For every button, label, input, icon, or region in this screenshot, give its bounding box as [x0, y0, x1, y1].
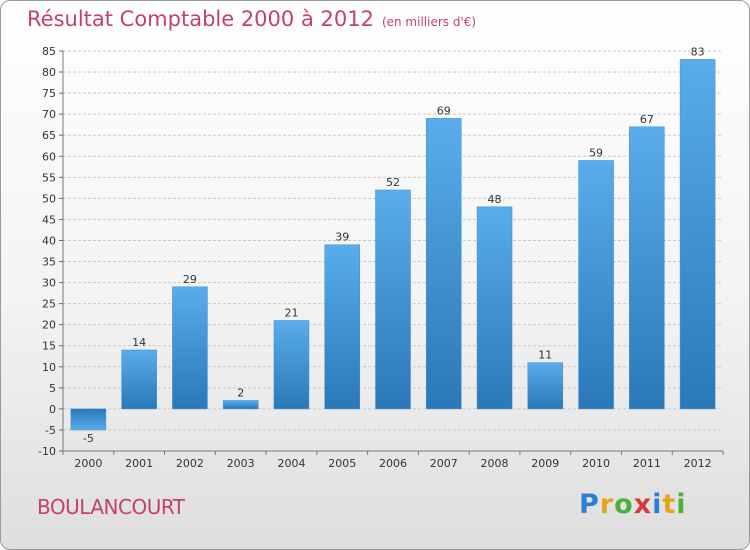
value-label-2000: -5 [83, 432, 94, 445]
bar-2002 [172, 286, 208, 410]
bar-2003 [222, 400, 259, 410]
bar-2007 [426, 118, 462, 410]
value-label-2011: 67 [640, 113, 654, 126]
value-label-2005: 39 [335, 231, 349, 244]
y-tick-label: 55 [42, 171, 56, 184]
y-tick-label: 70 [42, 108, 56, 121]
bar-2011 [629, 126, 665, 410]
x-tick-label: 2003 [227, 457, 255, 470]
x-tick-label: 2009 [531, 457, 559, 470]
value-label-2006: 52 [386, 176, 400, 189]
y-tick-label: 60 [42, 150, 56, 163]
y-tick-label: 20 [42, 319, 56, 332]
y-tick-label: 45 [42, 213, 56, 226]
y-tick-label: -5 [45, 424, 56, 437]
proxiti-logo: Proxiti [579, 489, 687, 520]
y-tick-label: 85 [42, 45, 56, 58]
value-label-2010: 59 [589, 146, 603, 159]
x-tick-label: 2010 [582, 457, 610, 470]
value-label-2008: 48 [488, 193, 502, 206]
y-tick-label: 30 [42, 277, 56, 290]
y-tick-label: 50 [42, 192, 56, 205]
y-tick-label: -10 [38, 445, 56, 458]
value-label-2007: 69 [437, 104, 451, 117]
y-tick-label: 65 [42, 129, 56, 142]
bar-2001 [121, 349, 157, 410]
value-label-2003: 2 [237, 386, 244, 399]
y-tick-label: 25 [42, 298, 56, 311]
y-tick-label: 80 [42, 66, 56, 79]
bar-2012 [679, 59, 716, 410]
x-tick-label: 2000 [74, 457, 102, 470]
x-tick-label: 2002 [176, 457, 204, 470]
x-tick-label: 2005 [328, 457, 356, 470]
x-tick-label: 2007 [430, 457, 458, 470]
y-tick-label: 5 [49, 382, 56, 395]
bar-2009 [527, 362, 564, 410]
x-tick-label: 2004 [277, 457, 305, 470]
bar-2008 [476, 206, 513, 410]
value-label-2004: 21 [284, 306, 298, 319]
bar-2004 [273, 320, 310, 410]
chart-title: Résultat Comptable 2000 à 2012 (en millie… [27, 7, 477, 31]
y-tick-label: 35 [42, 256, 56, 269]
value-label-2002: 29 [183, 273, 197, 286]
bar-2010 [578, 160, 614, 410]
x-tick-label: 2006 [379, 457, 407, 470]
bar-2006 [375, 189, 411, 410]
value-label-2009: 11 [538, 349, 552, 362]
y-tick-label: 40 [42, 234, 56, 247]
y-tick-label: 10 [42, 361, 56, 374]
commune-name: BOULANCOURT [37, 495, 185, 519]
bar-2005 [324, 244, 360, 410]
x-tick-label: 2011 [633, 457, 661, 470]
y-tick-label: 75 [42, 87, 56, 100]
y-tick-label: 0 [49, 403, 56, 416]
value-label-2001: 14 [132, 336, 146, 349]
x-tick-label: 2012 [684, 457, 712, 470]
chart-unit: (en milliers d'€) [381, 15, 477, 29]
y-tick-label: 15 [42, 340, 56, 353]
x-tick-label: 2001 [125, 457, 153, 470]
value-label-2012: 83 [691, 45, 705, 58]
x-tick-label: 2008 [481, 457, 509, 470]
bar-2000 [70, 408, 107, 431]
